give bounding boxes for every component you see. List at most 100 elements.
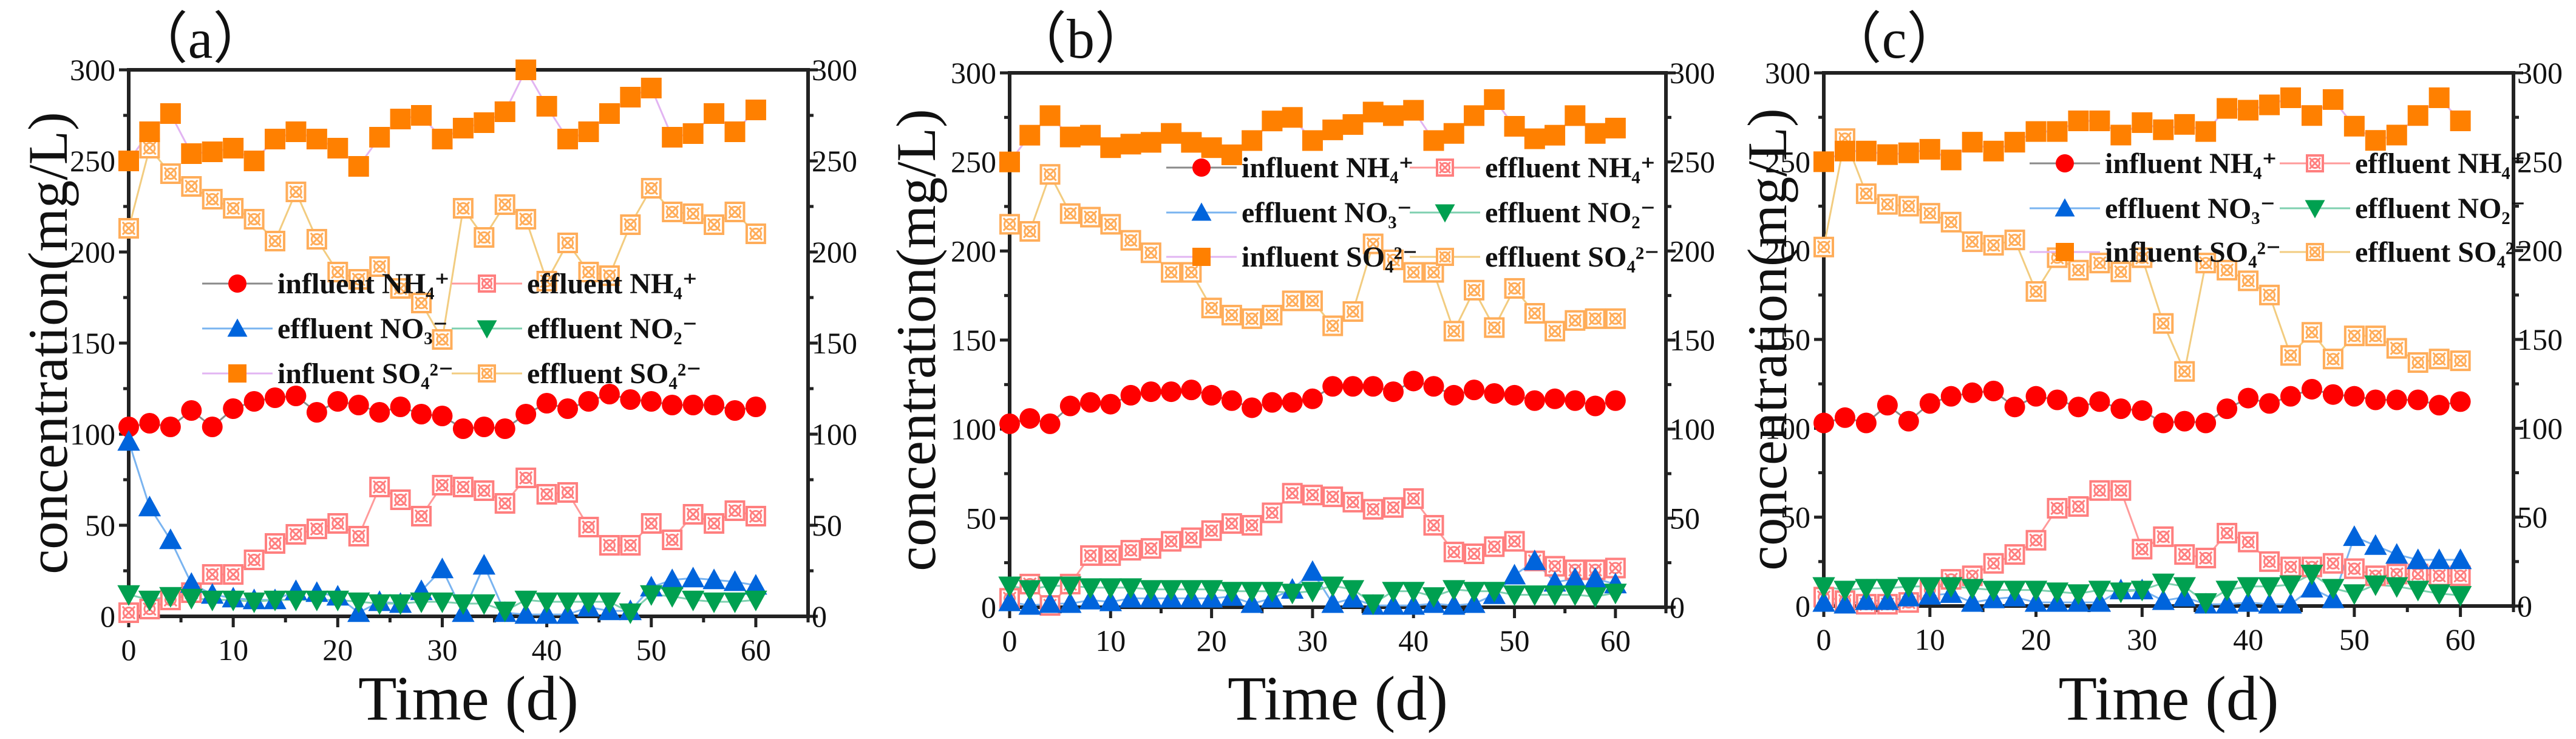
data-point (2258, 577, 2281, 598)
data-point (2174, 361, 2195, 382)
data-point (1503, 564, 1526, 585)
data-point (159, 587, 182, 608)
data-point (2258, 593, 2281, 614)
data-point (181, 143, 202, 164)
data-point (1362, 233, 1384, 254)
data-point (348, 269, 369, 290)
data-point (2386, 338, 2407, 359)
data-point (2365, 130, 2386, 151)
legend-label: effluent NH₄⁺ (527, 268, 698, 300)
data-point (1301, 582, 1324, 603)
data-point (1855, 412, 1877, 434)
data-point (1855, 579, 1878, 600)
data-point (430, 592, 454, 613)
data-point (2301, 322, 2322, 343)
data-point (578, 517, 599, 537)
data-point (1321, 592, 1344, 613)
data-point (2407, 581, 2430, 602)
data-point (2237, 577, 2260, 598)
data-point (1583, 587, 1607, 608)
data-point (2364, 534, 2387, 555)
legend: influent NH₄⁺ effluent NH₄⁺ effluent NO₃⁻ e… (1166, 152, 1659, 273)
x-tick-label: 30 (427, 633, 457, 667)
data-point (1018, 594, 1041, 615)
data-point (1301, 560, 1324, 581)
data-point (1262, 392, 1283, 413)
data-point (410, 592, 433, 613)
data-point (1484, 89, 1505, 110)
data-point (390, 397, 411, 417)
data-point (599, 384, 620, 404)
data-point (1423, 130, 1444, 151)
data-point (369, 402, 390, 423)
data-point (2045, 582, 2069, 604)
data-point (348, 395, 369, 415)
data-point (1962, 382, 1983, 403)
data-point (2364, 575, 2387, 596)
legend-label: effluent NO₂⁻ (1485, 197, 1656, 229)
data-point (998, 590, 1021, 611)
legend-marker (2305, 200, 2325, 219)
data-point (1180, 580, 1203, 601)
data-point (223, 198, 244, 219)
data-point (1039, 164, 1061, 185)
data-point (2132, 112, 2153, 133)
data-point (1181, 527, 1202, 548)
legend-item: effluent NH₄⁺ (452, 268, 698, 300)
data-point (1120, 384, 1141, 406)
data-point (1282, 483, 1303, 504)
data-point (202, 564, 223, 585)
data-point (2003, 581, 2027, 602)
y-axis-title: concentration(mg/L) (1736, 108, 1798, 570)
data-point (2343, 325, 2365, 347)
y-tick-label-left: 150 (70, 326, 115, 360)
data-point (160, 417, 181, 437)
data-point (265, 387, 286, 408)
data-point (1322, 486, 1344, 508)
x-tick-label: 50 (2339, 622, 2370, 656)
data-point (1523, 585, 1546, 607)
data-point (2427, 584, 2451, 605)
legend-marker (2054, 198, 2075, 217)
data-point (472, 594, 496, 615)
data-point (2365, 389, 2386, 410)
data-point (2174, 410, 2195, 432)
data-point (1080, 392, 1101, 413)
data-point (1834, 407, 1855, 428)
data-point (411, 506, 432, 526)
data-point (202, 417, 223, 437)
legend-item: influent NH₄⁺ (1166, 152, 1414, 184)
data-point (474, 417, 495, 437)
data-point (2109, 582, 2133, 604)
data-point (2238, 270, 2259, 291)
data-point (2259, 393, 2280, 414)
legend-item: influent NH₄⁺ (2030, 148, 2277, 180)
data-point (2237, 591, 2260, 612)
legend: influent NH₄⁺ effluent NH₄⁺ effluent NO₃⁻ e… (202, 268, 701, 390)
data-point (327, 513, 348, 534)
data-point (2004, 397, 2025, 418)
data-point (202, 141, 223, 162)
data-point (619, 603, 642, 624)
data-point (1382, 250, 1404, 270)
data-point (2386, 124, 2407, 146)
data-point (556, 603, 579, 624)
data-point (1221, 144, 1242, 165)
data-point (2407, 389, 2428, 410)
data-point (1898, 196, 1919, 217)
data-point (2450, 565, 2471, 587)
data-point (1282, 107, 1303, 128)
legend-marker (2056, 243, 2074, 261)
data-point (641, 178, 662, 199)
y-tick-label-right: 200 (812, 235, 857, 269)
legend-marker (1191, 202, 1212, 221)
data-point (1201, 384, 1222, 406)
data-point (1422, 587, 1446, 608)
data-point (2259, 284, 2280, 305)
data-point (1403, 488, 1424, 509)
data-point (1242, 397, 1263, 418)
data-point (2153, 119, 2174, 140)
data-point (285, 524, 307, 545)
data-point (1321, 576, 1344, 598)
